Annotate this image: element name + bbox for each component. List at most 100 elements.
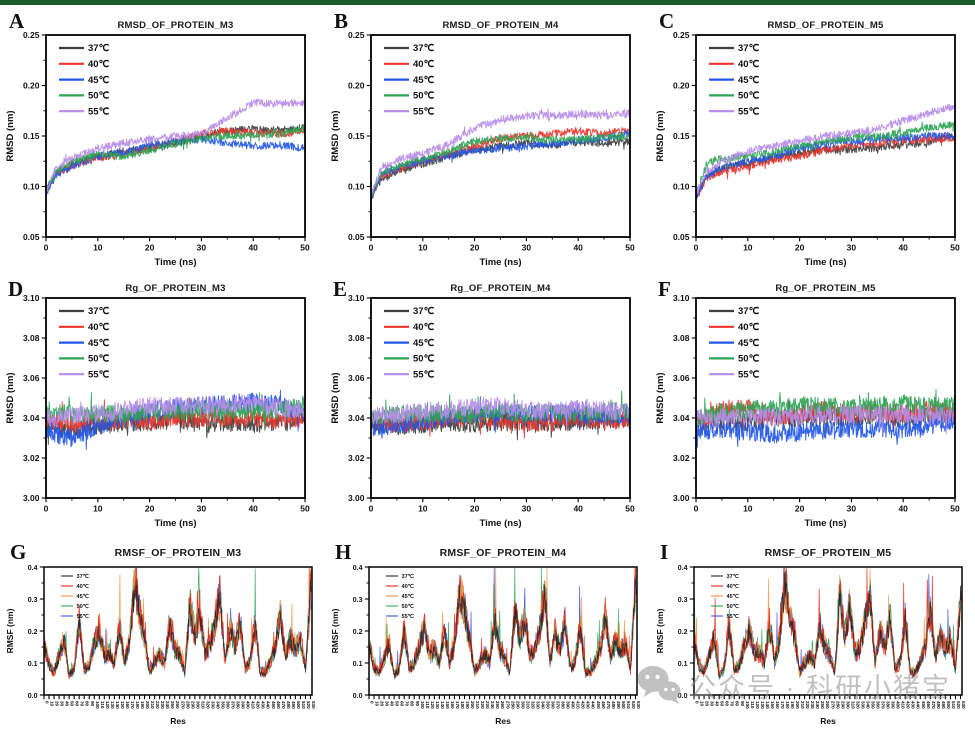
rmsd-m4-chart: 0 10 20 30 40 50 0.05 0.10 0.15 0.20 0.25 RMSD (nm)… — [330, 30, 635, 268]
panel-title: RMSF_OF_PROTEIN_M5 — [764, 547, 892, 559]
svg-text:480: 480 — [286, 701, 291, 709]
svg-text:390: 390 — [891, 701, 896, 709]
panel-c: C RMSD_OF_PROTEIN_M5 0 10 20 30 40 50 0.05 0.10… — [650, 5, 975, 272]
svg-text:160: 160 — [125, 701, 130, 709]
series-group — [45, 98, 306, 198]
svg-text:20: 20 — [470, 504, 480, 514]
svg-text:3.00: 3.00 — [348, 493, 365, 503]
svg-text:110: 110 — [100, 701, 105, 709]
svg-text:10: 10 — [700, 701, 705, 707]
svg-text:0.05: 0.05 — [673, 232, 690, 242]
panel-letter: B — [334, 9, 349, 33]
svg-text:0: 0 — [369, 504, 374, 514]
x-axis-label: Time (ns) — [804, 518, 846, 529]
svg-text:340: 340 — [540, 701, 545, 709]
svg-text:30: 30 — [197, 243, 207, 253]
svg-text:30: 30 — [522, 243, 532, 253]
legend-label: 45℃ — [402, 593, 415, 600]
svg-text:350: 350 — [220, 701, 225, 709]
svg-text:350: 350 — [870, 701, 875, 709]
legend-label: 40℃ — [413, 322, 435, 333]
svg-text:510: 510 — [951, 701, 956, 709]
svg-text:0.10: 0.10 — [23, 182, 40, 192]
panel-g: G RMSF_OF_PROTEIN_M3 0 10 20 30 40 50 60 70 80 90… — [0, 540, 325, 730]
series-group — [368, 567, 637, 680]
svg-text:0.15: 0.15 — [348, 131, 365, 141]
plot-frame — [45, 34, 306, 238]
legend-label: 50℃ — [77, 603, 90, 610]
axes: 0 10 20 30 40 50 0.05 0.10 0.15 0.20 0.25 — [673, 30, 960, 253]
svg-text:320: 320 — [205, 701, 210, 709]
svg-text:0: 0 — [369, 243, 374, 253]
svg-text:40: 40 — [248, 243, 258, 253]
legend-label: 37℃ — [413, 306, 435, 317]
svg-text:30: 30 — [197, 504, 207, 514]
svg-text:110: 110 — [425, 701, 430, 709]
svg-text:240: 240 — [490, 701, 495, 709]
svg-text:120: 120 — [430, 701, 435, 709]
line-55℃ — [370, 108, 631, 196]
svg-text:0.0: 0.0 — [678, 693, 688, 700]
svg-text:40: 40 — [898, 243, 908, 253]
svg-text:3.02: 3.02 — [23, 453, 40, 463]
legend: 37℃ 40℃ 45℃ 50℃ 55℃ — [386, 573, 415, 620]
legend: 37℃ 40℃ 45℃ 50℃ 55℃ — [384, 43, 435, 117]
svg-text:80: 80 — [85, 701, 90, 707]
svg-text:280: 280 — [185, 701, 190, 709]
svg-text:470: 470 — [931, 701, 936, 709]
line-40℃ — [695, 132, 956, 202]
legend-label: 55℃ — [738, 106, 760, 117]
svg-text:0.3: 0.3 — [28, 597, 38, 604]
legend-label: 50℃ — [88, 91, 110, 102]
svg-text:40: 40 — [715, 701, 720, 707]
svg-text:230: 230 — [485, 701, 490, 709]
svg-text:3.04: 3.04 — [348, 413, 365, 423]
svg-text:140: 140 — [115, 701, 120, 709]
line-55℃ — [695, 401, 956, 435]
svg-text:200: 200 — [145, 701, 150, 709]
x-axis-label: Time (ns) — [154, 257, 196, 268]
legend: 37℃ 40℃ 45℃ 50℃ 55℃ — [709, 43, 760, 117]
svg-text:120: 120 — [105, 701, 110, 709]
svg-text:3.02: 3.02 — [348, 453, 365, 463]
panel-f: F Rg_OF_PROTEIN_M5 0 10 20 30 40 50 3.00 3.02 3.… — [650, 272, 975, 540]
y-axis-label: RMSD (nm) — [330, 110, 341, 161]
legend: 37℃ 40℃ 45℃ 50℃ 55℃ — [709, 306, 760, 380]
rg-m3-chart: 0 10 20 30 40 50 3.00 3.02 3.04 3.06 3.08 3.10 RMSD … — [5, 293, 310, 529]
svg-text:120: 120 — [755, 701, 760, 709]
svg-text:130: 130 — [110, 701, 115, 709]
svg-text:420: 420 — [581, 701, 586, 709]
top-border — [0, 0, 975, 5]
axes: 0 10 20 30 40 50 60 70 80 90 100 110 120 130 140 150 160… — [353, 565, 641, 709]
svg-text:250: 250 — [820, 701, 825, 709]
svg-text:430: 430 — [911, 701, 916, 709]
svg-text:200: 200 — [795, 701, 800, 709]
y-axis-label: RMSF (nm) — [5, 608, 15, 653]
series-group — [43, 567, 312, 680]
x-axis-label: Res — [495, 716, 511, 726]
svg-text:10: 10 — [418, 243, 428, 253]
line-37℃ — [695, 399, 956, 434]
svg-text:20: 20 — [795, 243, 805, 253]
svg-text:370: 370 — [231, 701, 236, 709]
svg-text:440: 440 — [916, 701, 921, 709]
svg-text:30: 30 — [710, 701, 715, 707]
svg-text:150: 150 — [770, 701, 775, 709]
svg-text:340: 340 — [865, 701, 870, 709]
svg-text:0.2: 0.2 — [353, 629, 363, 636]
svg-text:0: 0 — [44, 504, 49, 514]
legend-label: 40℃ — [727, 583, 740, 590]
svg-text:360: 360 — [226, 701, 231, 709]
svg-text:460: 460 — [601, 701, 606, 709]
svg-text:0: 0 — [370, 701, 375, 704]
svg-text:510: 510 — [301, 701, 306, 709]
svg-text:3.00: 3.00 — [23, 493, 40, 503]
plot-frame — [370, 297, 631, 499]
legend-label: 45℃ — [77, 593, 90, 600]
svg-text:180: 180 — [785, 701, 790, 709]
svg-text:60: 60 — [75, 701, 80, 707]
legend-label: 55℃ — [88, 106, 110, 117]
panel-b: B RMSD_OF_PROTEIN_M4 0 10 20 30 40 50 0.05 0.10… — [325, 5, 650, 272]
svg-text:100: 100 — [420, 701, 425, 709]
svg-text:380: 380 — [236, 701, 241, 709]
